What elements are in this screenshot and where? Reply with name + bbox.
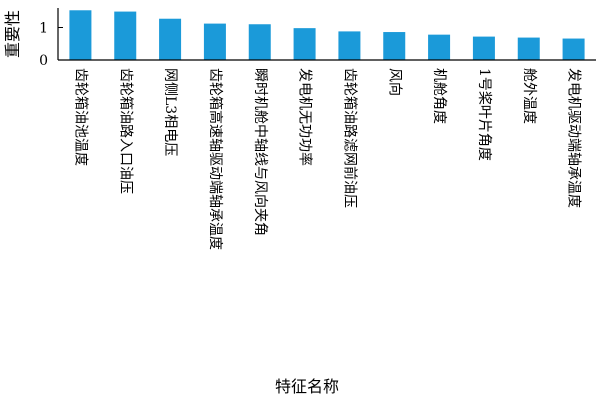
bar-11 <box>517 37 540 60</box>
x-category-label-10: 1号桨叶片角度 <box>476 68 493 161</box>
y-ticks-group: 01 <box>39 21 63 69</box>
x-category-label-5: 瞬时机舱中轴线与风向夹角 <box>252 68 268 236</box>
bars-group <box>69 10 585 61</box>
y-tick-label-1: 1 <box>39 21 48 37</box>
y-axis-title: 重要性 <box>3 10 22 58</box>
x-category-label-1: 齿轮箱油池温度 <box>72 68 88 166</box>
bar-9 <box>428 34 451 60</box>
bar-10 <box>472 36 495 60</box>
x-category-label-7: 齿轮箱油路滤网前油压 <box>341 68 358 208</box>
bar-7 <box>338 31 361 60</box>
bar-1 <box>69 10 92 60</box>
bar-8 <box>383 32 406 60</box>
bar-3 <box>159 18 182 61</box>
x-category-label-4: 齿轮箱高速轴驱动端轴承温度 <box>207 68 224 250</box>
x-category-label-2: 齿轮箱油路入口油压 <box>117 68 133 194</box>
x-axis-title: 特征名称 <box>275 377 339 396</box>
x-category-label-6: 发电机无功功率 <box>297 68 314 166</box>
x-category-label-12: 发电机驱动端轴承温度 <box>566 68 582 208</box>
x-category-label-9: 机舱角度 <box>431 68 447 124</box>
bar-6 <box>293 28 316 60</box>
x-category-label-11: 舱外温度 <box>521 68 537 124</box>
bar-12 <box>562 38 585 60</box>
y-tick-label-0: 0 <box>39 53 48 69</box>
x-category-label-3: 网侧L3相电压 <box>162 68 178 156</box>
x-labels-group: 齿轮箱油池温度 齿轮箱油路入口油压 网侧L3相电压 齿轮箱高速轴驱动端轴承温度 瞬时机舱… <box>72 68 581 250</box>
bar-4 <box>203 23 226 61</box>
bar-2 <box>114 11 137 60</box>
x-category-label-8: 风向 <box>386 68 402 96</box>
bar-5 <box>248 24 271 60</box>
